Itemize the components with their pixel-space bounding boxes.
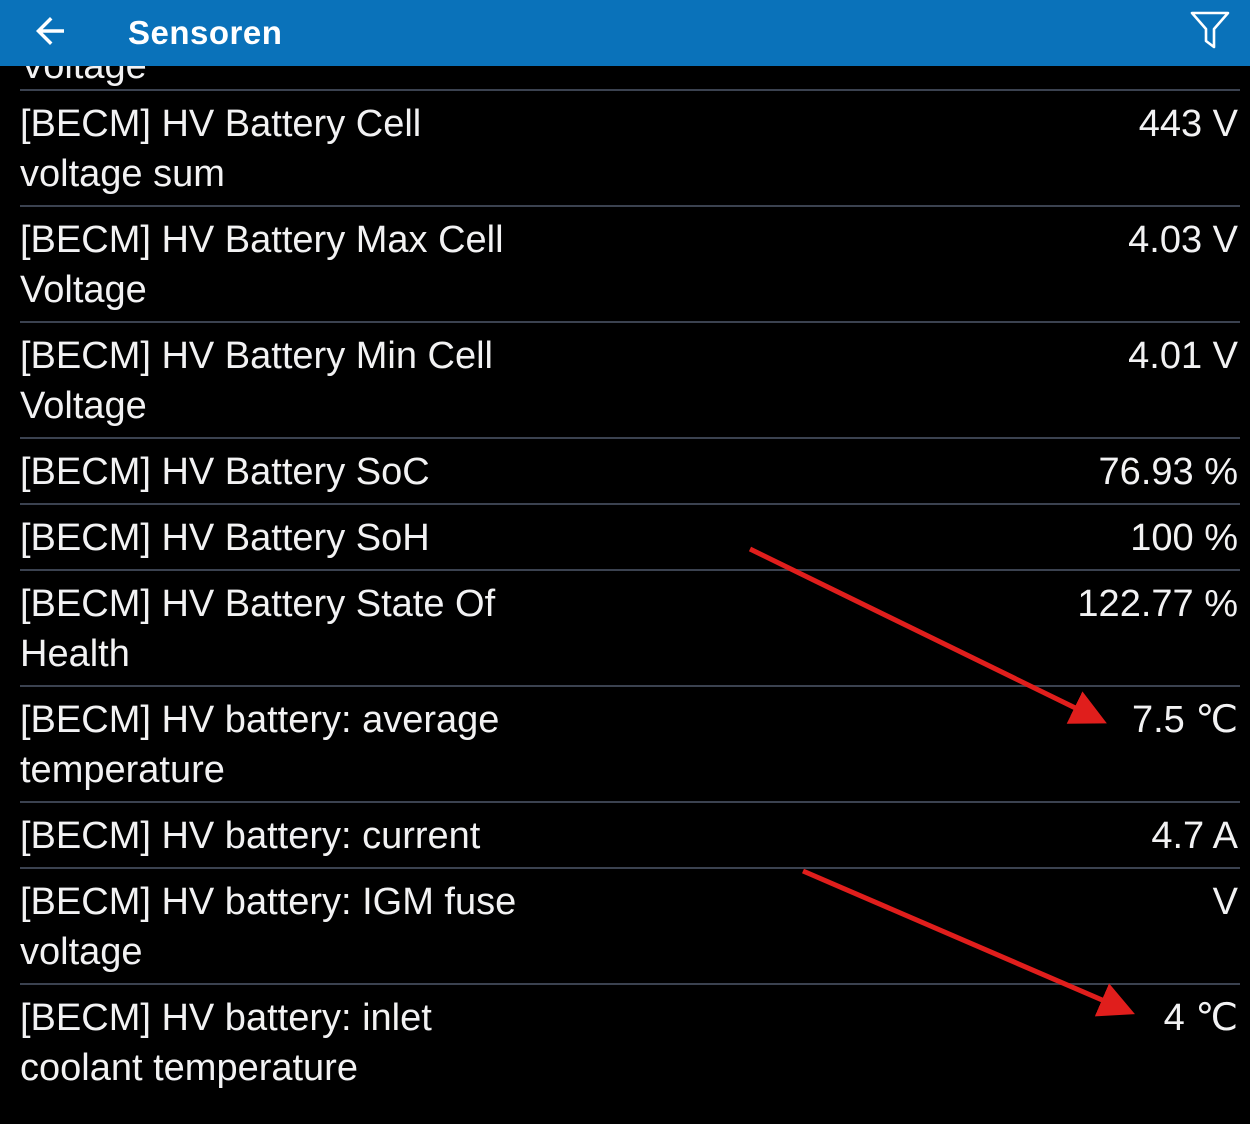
sensor-label: [BECM] HV Battery Max Cell Voltage [20, 219, 504, 311]
filter-button[interactable] [1184, 7, 1236, 59]
ad-section-divider: Werbung: [0, 1107, 1250, 1124]
table-row[interactable]: [BECM] HV battery: IGM fuse voltage V [0, 869, 1250, 985]
table-row[interactable]: [BECM] HV Battery Min Cell Voltage 4.01 … [0, 323, 1250, 439]
back-button[interactable] [28, 11, 72, 55]
app-header: Sensoren [0, 0, 1250, 66]
table-row[interactable]: [BECM] HV battery: inlet coolant tempera… [0, 985, 1250, 1101]
arrow-left-icon [29, 10, 71, 57]
table-row[interactable]: [BECM] HV Battery Cell voltage sum 443 V [0, 91, 1250, 207]
sensor-value: 443 V [1138, 103, 1238, 145]
sensor-value: 76.93 % [1098, 451, 1238, 493]
table-row-partial[interactable]: Voltage [0, 66, 1250, 91]
table-row[interactable]: [BECM] HV battery: average temperature 7… [0, 687, 1250, 803]
sensor-value: 100 % [1130, 517, 1238, 559]
sensor-value: 7.5 ℃ [1131, 699, 1238, 741]
sensor-label: [BECM] HV Battery Min Cell Voltage [20, 335, 493, 427]
table-row[interactable]: [BECM] HV Battery Max Cell Voltage 4.03 … [0, 207, 1250, 323]
table-row[interactable]: [BECM] HV battery: current 4.7 A [0, 803, 1250, 869]
sensor-value: 122.77 % [1077, 583, 1238, 625]
sensor-label: [BECM] HV Battery SoC [20, 451, 430, 493]
sensor-label: [BECM] HV battery: IGM fuse voltage [20, 881, 517, 973]
sensor-value: 4.01 V [1128, 335, 1238, 377]
table-row[interactable]: [BECM] HV Battery SoH 100 % [0, 505, 1250, 571]
ad-label: Werbung: [545, 1119, 709, 1124]
sensor-value: 4.03 V [1128, 219, 1238, 261]
sensor-value: V [1212, 881, 1238, 923]
sensor-label: [BECM] HV battery: inlet coolant tempera… [20, 997, 432, 1089]
sensor-label: [BECM] HV battery: current [20, 815, 481, 857]
table-row[interactable]: [BECM] HV Battery State Of Health 122.77… [0, 571, 1250, 687]
table-row[interactable]: [BECM] HV Battery SoC 76.93 % [0, 439, 1250, 505]
sensor-label: [BECM] HV Battery State Of Health [20, 583, 496, 675]
sensor-value: 4.7 A [1151, 815, 1238, 857]
funnel-icon [1187, 9, 1233, 58]
sensor-label: [BECM] HV battery: average temperature [20, 699, 500, 791]
sensor-label: [BECM] HV Battery SoH [20, 517, 430, 559]
sensor-label: Voltage [20, 66, 147, 87]
page-title: Sensoren [128, 14, 283, 51]
sensor-list: Voltage [BECM] HV Battery Cell voltage s… [0, 66, 1250, 1124]
sensor-value: 4 ℃ [1163, 997, 1238, 1039]
sensor-label: [BECM] HV Battery Cell voltage sum [20, 103, 422, 195]
